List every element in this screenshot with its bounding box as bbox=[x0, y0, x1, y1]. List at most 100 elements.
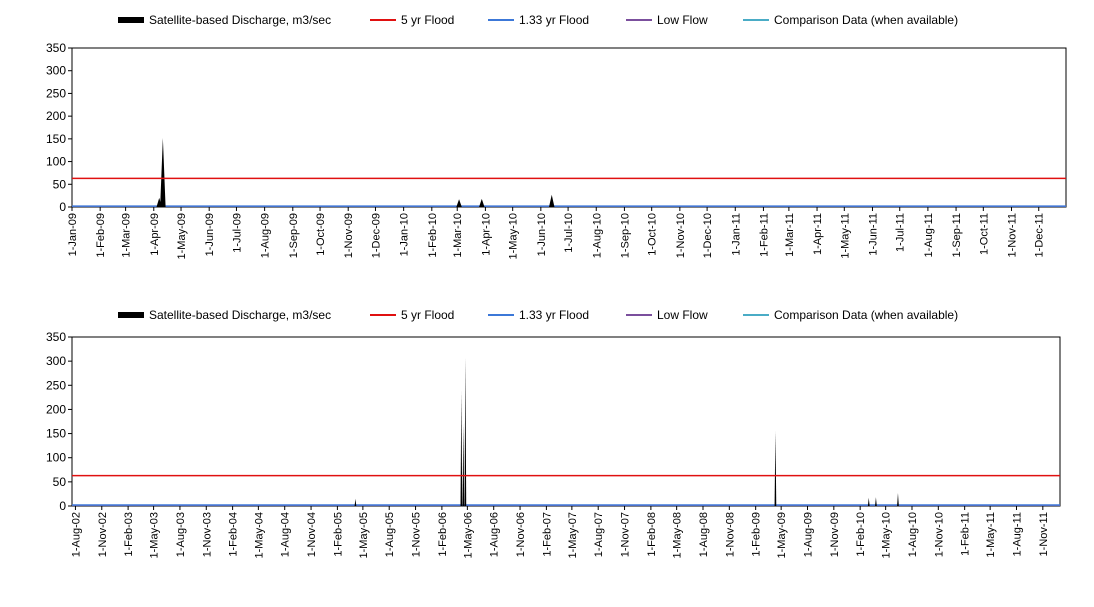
legend-swatch-flood133 bbox=[488, 314, 514, 316]
x-tick-label: 1-Nov-11 bbox=[1006, 213, 1018, 257]
discharge-peak bbox=[867, 497, 870, 506]
legend-swatch-flood133 bbox=[488, 19, 514, 21]
y-tick-label: 0 bbox=[59, 499, 66, 513]
x-tick-label: 1-May-09 bbox=[176, 213, 188, 259]
x-tick-label: 1-Apr-11 bbox=[812, 213, 824, 255]
x-tick-label: 1-Oct-10 bbox=[647, 213, 659, 256]
x-tick-label: 1-Feb-09 bbox=[751, 512, 763, 557]
legend-swatch-lowflow bbox=[626, 314, 652, 316]
x-tick-label: 1-May-05 bbox=[358, 512, 370, 558]
legend-swatch-flood5 bbox=[370, 19, 396, 21]
legend-label-comparison: Comparison Data (when available) bbox=[774, 13, 959, 27]
legend-item-comparison: Comparison Data (when available) bbox=[743, 13, 958, 27]
chart-bottom: Satellite-based Discharge, m3/sec 5 yr F… bbox=[0, 300, 1094, 600]
x-tick-label: 1-Feb-07 bbox=[541, 512, 553, 557]
x-tick-label: 1-Jan-10 bbox=[399, 213, 411, 256]
discharge-peak bbox=[462, 423, 465, 506]
x-tick-label: 1-Mar-09 bbox=[121, 213, 133, 258]
x-tick-label: 1-Feb-03 bbox=[123, 512, 135, 557]
x-tick-label: 1-Jun-09 bbox=[204, 213, 216, 256]
x-tick-label: 1-Dec-11 bbox=[1034, 213, 1046, 257]
legend-swatch-discharge bbox=[118, 312, 144, 318]
x-tick-label: 1-May-10 bbox=[881, 512, 893, 558]
x-tick-label: 1-Jul-09 bbox=[231, 213, 243, 253]
legend-label-lowflow: Low Flow bbox=[657, 13, 708, 27]
x-tick-label: 1-Nov-10 bbox=[675, 213, 687, 258]
y-tick-label: 50 bbox=[53, 475, 67, 489]
x-tick-label: 1-Jan-11 bbox=[730, 213, 742, 256]
x-tick-label: 1-Nov-06 bbox=[515, 512, 527, 557]
x-tick-label: 1-Mar-11 bbox=[784, 213, 796, 257]
legend-item-comparison: Comparison Data (when available) bbox=[743, 308, 958, 322]
y-tick-label: 150 bbox=[46, 427, 66, 441]
x-tick-label: 1-Jan-09 bbox=[67, 213, 79, 256]
legend-label-discharge: Satellite-based Discharge, m3/sec bbox=[149, 308, 332, 322]
x-tick-label: 1-Nov-08 bbox=[724, 512, 736, 557]
legend-item-lowflow: Low Flow bbox=[626, 13, 708, 27]
x-tick-label: 1-Nov-09 bbox=[829, 512, 841, 557]
legend-item-flood5: 5 yr Flood bbox=[370, 308, 454, 322]
legend-item-flood133: 1.33 yr Flood bbox=[488, 13, 589, 27]
x-tick-label: 1-Oct-09 bbox=[315, 213, 327, 256]
x-tick-label: 1-Aug-11 bbox=[923, 213, 935, 257]
x-tick-label: 1-Feb-05 bbox=[332, 512, 344, 557]
chart-top-plot: 0 50 100 150 200 250 300 350 1-Jan-09 1-Feb-09 1-M… bbox=[46, 41, 1067, 259]
x-tick-label: 1-Aug-10 bbox=[907, 512, 919, 557]
y-tick-label: 150 bbox=[46, 132, 66, 146]
y-tick-label: 300 bbox=[46, 64, 66, 78]
y-tick-label: 100 bbox=[46, 155, 66, 169]
discharge-peak bbox=[464, 357, 467, 506]
legend-swatch-discharge bbox=[118, 17, 144, 23]
discharge-peak bbox=[875, 497, 877, 506]
x-tick-label: 1-Sep-11 bbox=[951, 213, 963, 257]
chart-top: Satellite-based Discharge, m3/sec 5 yr F… bbox=[0, 0, 1094, 295]
legend-label-flood5: 5 yr Flood bbox=[401, 13, 455, 27]
x-tick-label: 1-May-06 bbox=[462, 512, 474, 558]
discharge-peak bbox=[460, 391, 463, 506]
legend-label-discharge: Satellite-based Discharge, m3/sec bbox=[149, 13, 332, 27]
discharge-peak bbox=[456, 199, 462, 207]
legend-label-comparison: Comparison Data (when available) bbox=[774, 308, 959, 322]
legend-swatch-lowflow bbox=[626, 19, 652, 21]
x-tick-label: 1-Feb-10 bbox=[855, 512, 867, 557]
x-tick-label: 1-Feb-11 bbox=[960, 512, 972, 556]
x-tick-label: 1-Jun-10 bbox=[536, 213, 548, 256]
x-tick-label: 1-Jul-11 bbox=[895, 213, 907, 252]
x-tick-label: 1-Apr-10 bbox=[480, 213, 492, 256]
x-tick-label: 1-Dec-09 bbox=[370, 213, 382, 258]
x-tick-label: 1-Feb-09 bbox=[95, 213, 107, 258]
x-tick-label: 1-Feb-10 bbox=[427, 213, 439, 258]
y-tick-label: 300 bbox=[46, 354, 66, 368]
chart-bottom-legend: Satellite-based Discharge, m3/sec 5 yr F… bbox=[0, 305, 1094, 325]
y-tick-label: 350 bbox=[46, 41, 66, 55]
legend-label-flood133: 1.33 yr Flood bbox=[519, 13, 590, 27]
x-tick-label: 1-Aug-03 bbox=[175, 512, 187, 557]
legend-item-flood5: 5 yr Flood bbox=[370, 13, 454, 27]
discharge-peak bbox=[897, 492, 899, 506]
x-tick-label: 1-Aug-10 bbox=[591, 213, 603, 258]
legend-swatch-comparison bbox=[743, 19, 769, 21]
legend-item-discharge: Satellite-based Discharge, m3/sec bbox=[118, 13, 331, 27]
legend-item-lowflow: Low Flow bbox=[626, 308, 708, 322]
x-tick-label: 1-May-04 bbox=[253, 512, 265, 558]
x-tick-label: 1-Feb-11 bbox=[758, 213, 770, 257]
x-tick-label: 1-Aug-02 bbox=[70, 512, 82, 557]
x-tick-label: 1-Dec-10 bbox=[702, 213, 714, 258]
x-tick-label: 1-Mar-10 bbox=[452, 213, 464, 258]
legend-swatch-comparison bbox=[743, 314, 769, 316]
discharge-peak bbox=[160, 137, 166, 207]
x-tick-label: 1-Aug-09 bbox=[802, 512, 814, 557]
x-tick-label: 1-Oct-11 bbox=[978, 213, 990, 255]
discharge-peak bbox=[774, 431, 777, 506]
legend-label-flood133: 1.33 yr Flood bbox=[519, 308, 590, 322]
x-tick-label: 1-Nov-07 bbox=[620, 512, 632, 557]
y-tick-label: 0 bbox=[59, 200, 66, 214]
x-tick-label: 1-May-11 bbox=[839, 213, 851, 259]
x-tick-label: 1-Jul-10 bbox=[563, 213, 575, 253]
plot-area bbox=[71, 47, 1067, 208]
x-tick-label: 1-May-09 bbox=[776, 512, 788, 558]
x-tick-label: 1-Aug-06 bbox=[489, 512, 501, 557]
x-tick-label: 1-May-10 bbox=[508, 213, 520, 259]
x-tick-label: 1-May-07 bbox=[567, 512, 579, 558]
discharge-peak bbox=[549, 194, 555, 207]
